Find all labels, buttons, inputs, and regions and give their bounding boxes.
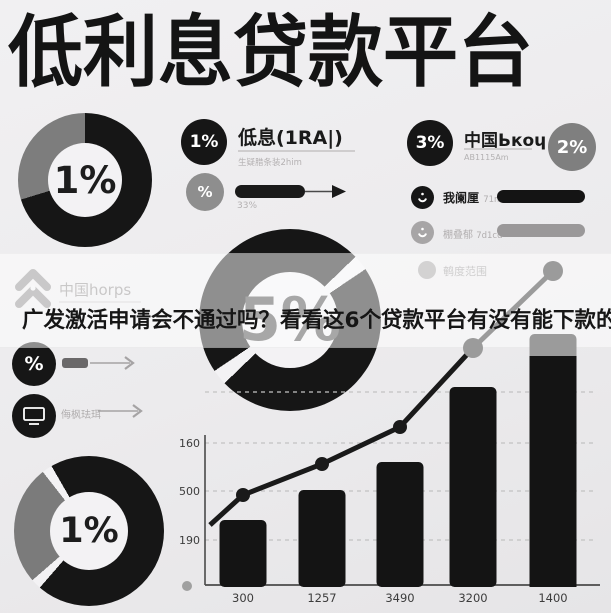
low-interest-subtitle: 生疑腊条装2him: [238, 158, 302, 168]
donut-value: 1%: [59, 511, 119, 551]
y-tick-label: 190: [179, 534, 200, 547]
row2-smiley-icon: [411, 221, 434, 244]
row1-label: 我阑厘 71mm: [443, 191, 511, 205]
donut-chart-top-left: 1%: [18, 113, 152, 247]
row1-smiley-icon: [411, 186, 434, 209]
x-tick-label: 1257: [307, 591, 336, 605]
bar: [529, 356, 577, 587]
row2-label: 棚叠郁 7d1cd: [443, 230, 503, 241]
row1-bar: [497, 190, 585, 203]
x-tick-label: 3200: [458, 591, 487, 605]
progress-arrow: [235, 185, 346, 198]
line-marker: [543, 261, 563, 281]
rate-badge: %: [186, 173, 224, 211]
page-title: 低利息贷款平台: [8, 6, 534, 98]
origin-dot-icon: [182, 581, 192, 591]
row2-note: 7d1cd: [476, 231, 503, 241]
y-tick-label: 160: [179, 437, 200, 450]
tv-arrow: [98, 404, 143, 418]
banner-headline: 广发激活申请会不通过吗？看看这6个贷款平台有没有能下款的: [22, 308, 611, 333]
bar: [449, 387, 497, 587]
x-tick-label: 300: [232, 591, 254, 605]
divider: [464, 148, 532, 150]
arrow-head-icon: [124, 356, 135, 370]
bar: [298, 490, 346, 587]
line-marker: [463, 338, 483, 358]
badge-value: %: [24, 353, 44, 375]
percent-badge: %: [12, 342, 56, 386]
row1-note: 71mm: [483, 195, 511, 205]
trend-line-gray: [471, 269, 555, 350]
badge-value: 3%: [415, 133, 445, 153]
china-badge-right: 2%: [548, 123, 596, 171]
bar: [376, 462, 424, 587]
china-badge-left: 3%: [407, 120, 453, 166]
progress-pill: [235, 185, 305, 198]
line-marker: [315, 457, 329, 471]
rate-note: 33%: [237, 201, 258, 211]
china-panel-subtitle: AB1115Am: [464, 153, 509, 162]
badge-value: 2%: [556, 136, 588, 158]
bar-line-chart: 160 500 190 300 1257 3490 3200 1400: [179, 261, 600, 605]
badge-value: %: [197, 183, 213, 201]
low-interest-badge: 1%: [181, 119, 227, 165]
translucent-band: [0, 253, 611, 348]
line-marker: [236, 488, 250, 502]
line-marker: [393, 420, 407, 434]
divider: [238, 150, 355, 152]
percent-arrow: [62, 356, 135, 370]
badge-value: 1%: [189, 132, 219, 152]
x-tick-label: 1400: [538, 591, 567, 605]
y-tick-label: 500: [179, 485, 200, 498]
arrow-head-icon: [132, 404, 143, 418]
donut-value: 1%: [53, 158, 117, 202]
tv-icon: [12, 394, 56, 438]
row2-bar: [497, 224, 585, 237]
donut-chart-bottom-left: 1%: [14, 456, 164, 606]
bar: [219, 520, 267, 587]
china-panel-title: 中国Ькоɥ: [464, 131, 547, 151]
x-tick-label: 3490: [385, 591, 414, 605]
tv-label: 侮枫珐珥: [61, 410, 101, 421]
percent-pill: [62, 358, 88, 368]
arrow-head-icon: [332, 185, 346, 198]
low-interest-title: 低息(1RA|): [238, 127, 343, 149]
